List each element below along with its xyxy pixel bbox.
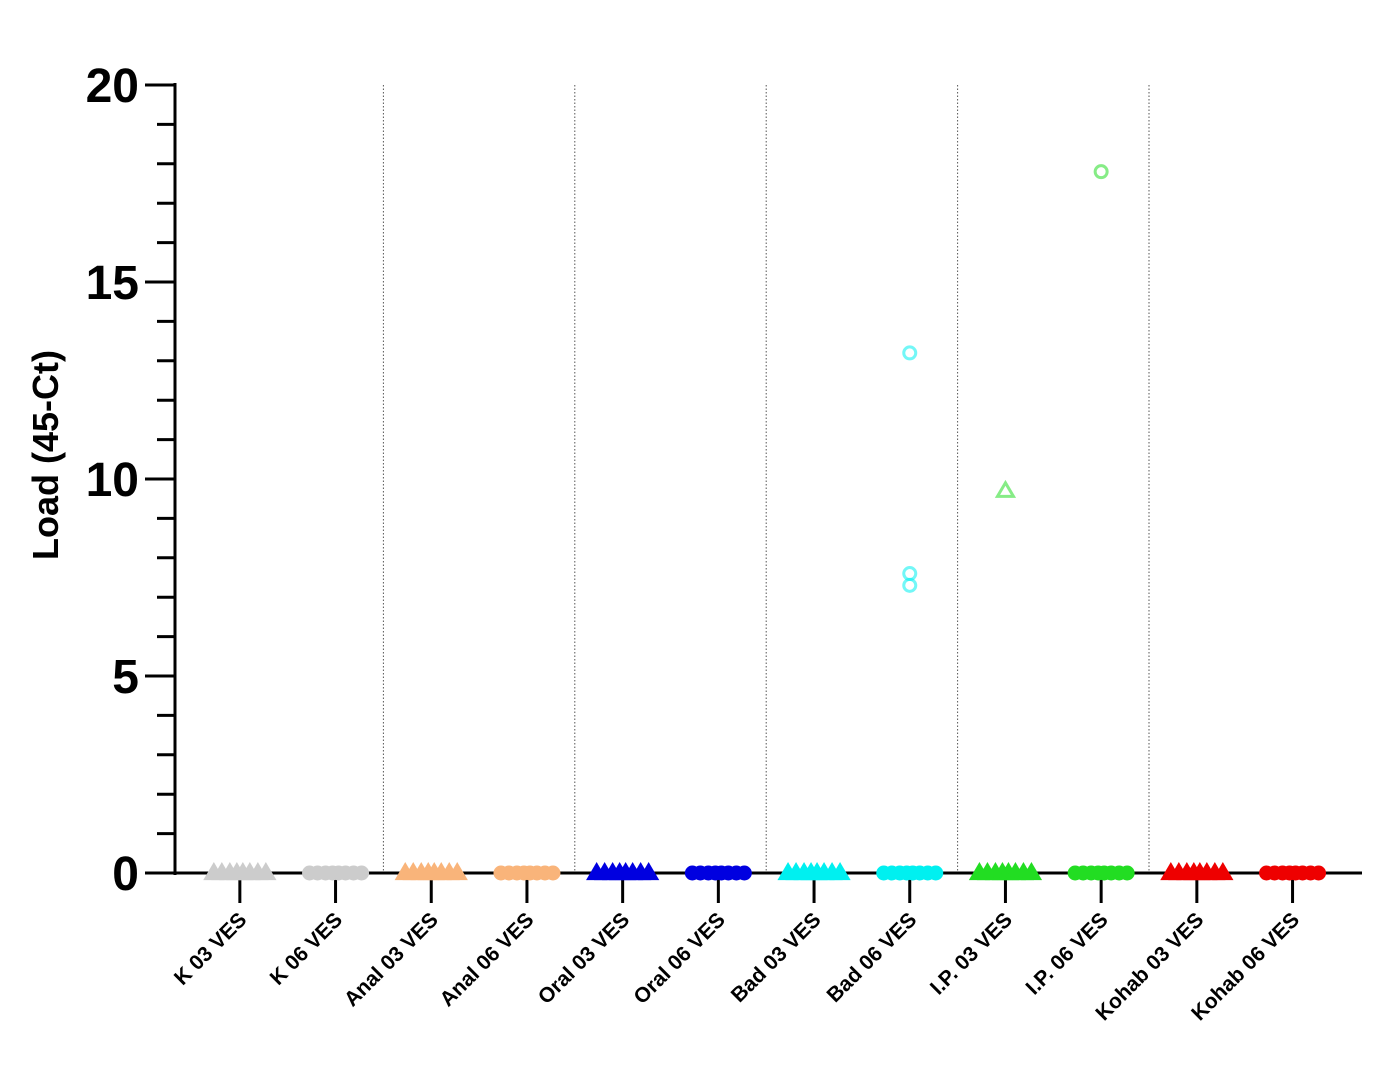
data-point	[902, 566, 918, 582]
x-tick-label: Anal 03 VES	[340, 908, 443, 1011]
data-point	[902, 345, 918, 361]
y-tick-label: 0	[112, 848, 139, 901]
x-tick-label: K 03 VES	[170, 908, 251, 989]
data-point	[928, 865, 944, 881]
x-tick-label: K 06 VES	[266, 908, 347, 989]
data-point	[1212, 862, 1234, 881]
data-point	[736, 865, 752, 881]
x-tick-label: Bad 06 VES	[822, 908, 921, 1007]
data-point	[354, 865, 370, 881]
x-tick-label: Oral 06 VES	[629, 908, 729, 1008]
y-tick-label: 20	[86, 60, 139, 113]
x-tick-label: I.P. 03 VES	[926, 908, 1017, 999]
y-tick-label: 5	[112, 651, 139, 704]
data-point	[255, 862, 277, 881]
y-tick-label: 10	[86, 454, 139, 507]
data-point	[545, 865, 561, 881]
data-point	[1311, 865, 1327, 881]
data-point	[1119, 865, 1135, 881]
x-tick-label: I.P. 06 VES	[1022, 908, 1113, 999]
x-tick-label: Oral 03 VES	[534, 908, 634, 1008]
y-tick-label: 15	[86, 257, 139, 310]
data-point	[829, 862, 851, 881]
x-tick-label: Anal 06 VES	[436, 908, 539, 1011]
x-tick-label: Bad 03 VES	[727, 908, 826, 1007]
data-point	[1093, 164, 1109, 180]
data-point	[994, 479, 1017, 498]
data-point	[902, 577, 918, 593]
data-point	[638, 862, 660, 881]
data-point	[1020, 862, 1043, 881]
data-point	[446, 862, 468, 881]
y-axis-label: Load (45-Ct)	[25, 350, 66, 560]
